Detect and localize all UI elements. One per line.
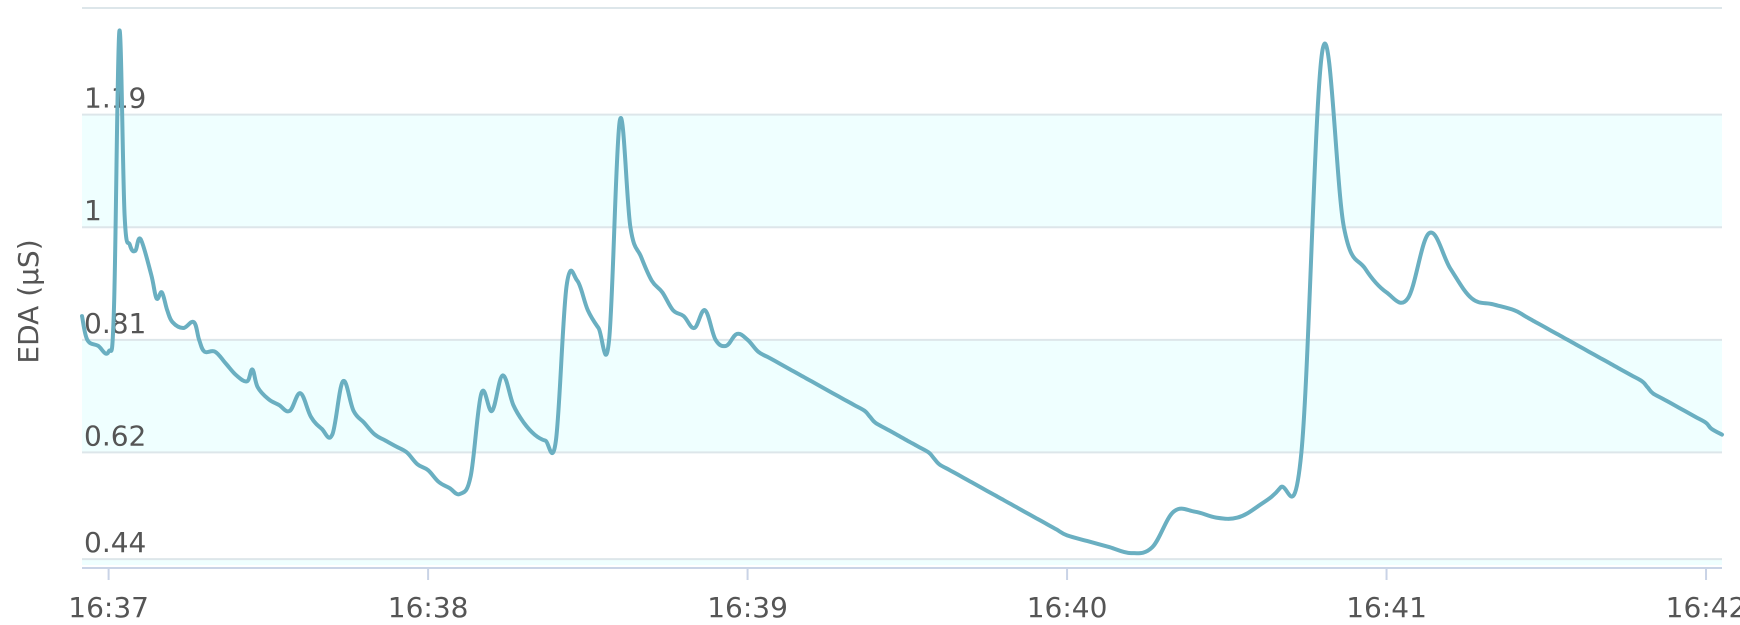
y-tick-label-1: 0.62 bbox=[84, 419, 146, 452]
plot-band-5 bbox=[82, 8, 1722, 115]
plot-band-0 bbox=[82, 559, 1722, 565]
plot-bands bbox=[82, 8, 1722, 565]
x-tick-labels: 16:37 16:38 16:39 16:40 16:41 16:42 bbox=[68, 591, 1740, 624]
y-tick-label-4: 1.19 bbox=[84, 82, 146, 115]
gridlines bbox=[82, 7, 1722, 561]
plot-band-4 bbox=[82, 114, 1722, 228]
x-tick-label-5: 16:42 bbox=[1666, 591, 1740, 621]
plot-band-3 bbox=[82, 227, 1722, 340]
y-axis-title: EDA (µS) bbox=[12, 239, 45, 363]
x-tick-label-2: 16:39 bbox=[707, 591, 788, 621]
x-tick-label-0: 16:37 bbox=[68, 591, 149, 621]
series-layer bbox=[80, 28, 1724, 556]
y-tick-label-0: 0.44 bbox=[84, 526, 146, 559]
series-line-0 bbox=[80, 28, 1724, 556]
plot-band-2 bbox=[82, 339, 1722, 453]
y-tick-label-3: 1 bbox=[84, 194, 102, 227]
x-tick-label-1: 16:38 bbox=[388, 591, 469, 621]
x-tick-label-3: 16:40 bbox=[1027, 591, 1108, 621]
x-axis bbox=[82, 567, 1722, 580]
x-tick-label-4: 16:41 bbox=[1346, 591, 1427, 621]
plot-band-1 bbox=[82, 452, 1722, 560]
